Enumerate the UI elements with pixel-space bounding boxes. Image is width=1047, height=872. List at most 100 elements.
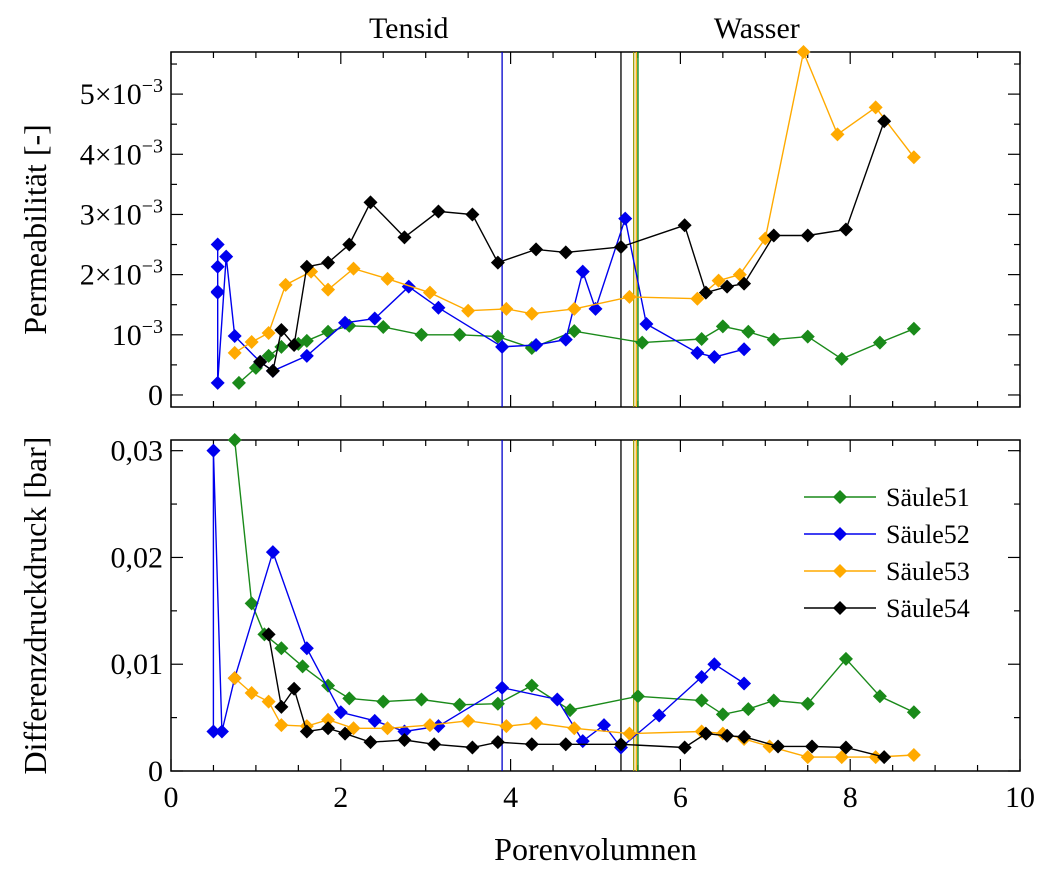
series-Säule52	[210, 211, 752, 390]
data-point	[367, 311, 382, 326]
data-point	[206, 724, 221, 739]
data-point	[868, 100, 883, 115]
y-tick-label: 4×10−3	[80, 135, 163, 171]
data-point	[698, 726, 713, 741]
data-point	[231, 375, 246, 390]
data-point	[563, 703, 578, 718]
x-tick-label: 10	[1005, 781, 1035, 814]
panel-pressure: 0 0,01 0,02 0,03 0 2 4 6 8 10 Differenzdruckdruck …	[17, 433, 1035, 867]
data-point	[677, 740, 692, 755]
plot-frame	[170, 51, 1021, 408]
data-point	[321, 255, 336, 270]
data-point	[771, 739, 786, 754]
data-point	[766, 228, 781, 243]
data-point	[244, 596, 259, 611]
data-point	[622, 289, 637, 304]
data-point	[253, 354, 268, 369]
legend-entry: Säule51	[804, 483, 970, 512]
data-point	[452, 327, 467, 342]
data-point	[274, 718, 289, 733]
data-point	[838, 651, 853, 666]
data-point	[465, 740, 480, 755]
series-line	[212, 450, 745, 749]
data-point	[363, 735, 378, 750]
data-point	[800, 750, 815, 765]
data-point	[872, 335, 887, 350]
panel-permeability: 0 10−3 2×10−3 3×10−3 4×10−3 5×10−3 Permeabilit…	[17, 12, 1021, 412]
y-tick-label: 0,02	[111, 541, 164, 574]
data-point	[694, 332, 709, 347]
data-point	[834, 351, 849, 366]
x-tick-label: 0	[164, 781, 179, 814]
data-point	[452, 697, 467, 712]
data-point	[567, 324, 582, 339]
data-point	[741, 324, 756, 339]
data-point	[800, 696, 815, 711]
data-point	[414, 692, 429, 707]
legend-entry: Säule54	[804, 594, 970, 623]
legend-marker	[833, 564, 847, 578]
data-point	[227, 671, 242, 686]
data-point	[524, 737, 539, 752]
data-point	[210, 237, 225, 252]
data-point	[342, 237, 357, 252]
data-point	[630, 689, 645, 704]
y-axis-label: Differenzdruckdruck [bar]	[17, 437, 53, 775]
data-point	[838, 222, 853, 237]
data-point	[333, 705, 348, 720]
data-point	[206, 443, 221, 458]
y-tick-label: 0,01	[111, 648, 164, 681]
data-point	[295, 659, 310, 674]
data-point	[401, 279, 416, 294]
data-point	[698, 285, 713, 300]
data-point	[287, 338, 302, 353]
y-tick-label: 3×10−3	[80, 195, 163, 231]
y-tick-label: 0	[148, 379, 163, 412]
data-point	[720, 279, 735, 294]
y-axis-label: Permeabilität [-]	[17, 124, 53, 335]
data-point	[210, 259, 225, 274]
data-point	[737, 676, 752, 691]
data-point	[342, 691, 357, 706]
series-Säule51	[231, 318, 921, 390]
data-point	[524, 678, 539, 693]
data-point	[596, 718, 611, 733]
data-point	[737, 342, 752, 357]
data-point	[906, 747, 921, 762]
y-tick-label: 2×10−3	[80, 256, 163, 292]
data-point	[622, 726, 637, 741]
data-point	[635, 335, 650, 350]
data-point	[461, 303, 476, 318]
series-Säule52	[206, 443, 752, 755]
data-point	[766, 693, 781, 708]
region-label: Tensid	[369, 12, 449, 45]
data-point	[711, 273, 726, 288]
y-tick-label: 0,03	[111, 435, 164, 468]
data-point	[299, 333, 314, 348]
data-point	[380, 271, 395, 286]
legend-label: Säule54	[886, 594, 970, 623]
data-point	[529, 338, 544, 353]
data-point	[495, 339, 510, 354]
data-point	[613, 239, 628, 254]
data-point	[737, 729, 752, 744]
data-point	[796, 45, 811, 59]
data-point	[321, 721, 336, 736]
data-point	[261, 325, 276, 340]
data-point	[299, 724, 314, 739]
data-point	[338, 726, 353, 741]
data-point	[219, 249, 234, 264]
data-point	[715, 319, 730, 334]
data-point	[906, 705, 921, 720]
data-point	[244, 335, 259, 350]
data-point	[575, 734, 590, 749]
data-point	[872, 689, 887, 704]
data-point	[741, 702, 756, 717]
data-point	[804, 739, 819, 754]
legend-label: Säule51	[886, 483, 970, 512]
y-tick-label: 0	[148, 755, 163, 788]
data-point	[766, 332, 781, 347]
legend-entry: Säule53	[804, 557, 970, 586]
x-tick-label: 2	[333, 781, 348, 814]
data-point	[490, 696, 505, 711]
